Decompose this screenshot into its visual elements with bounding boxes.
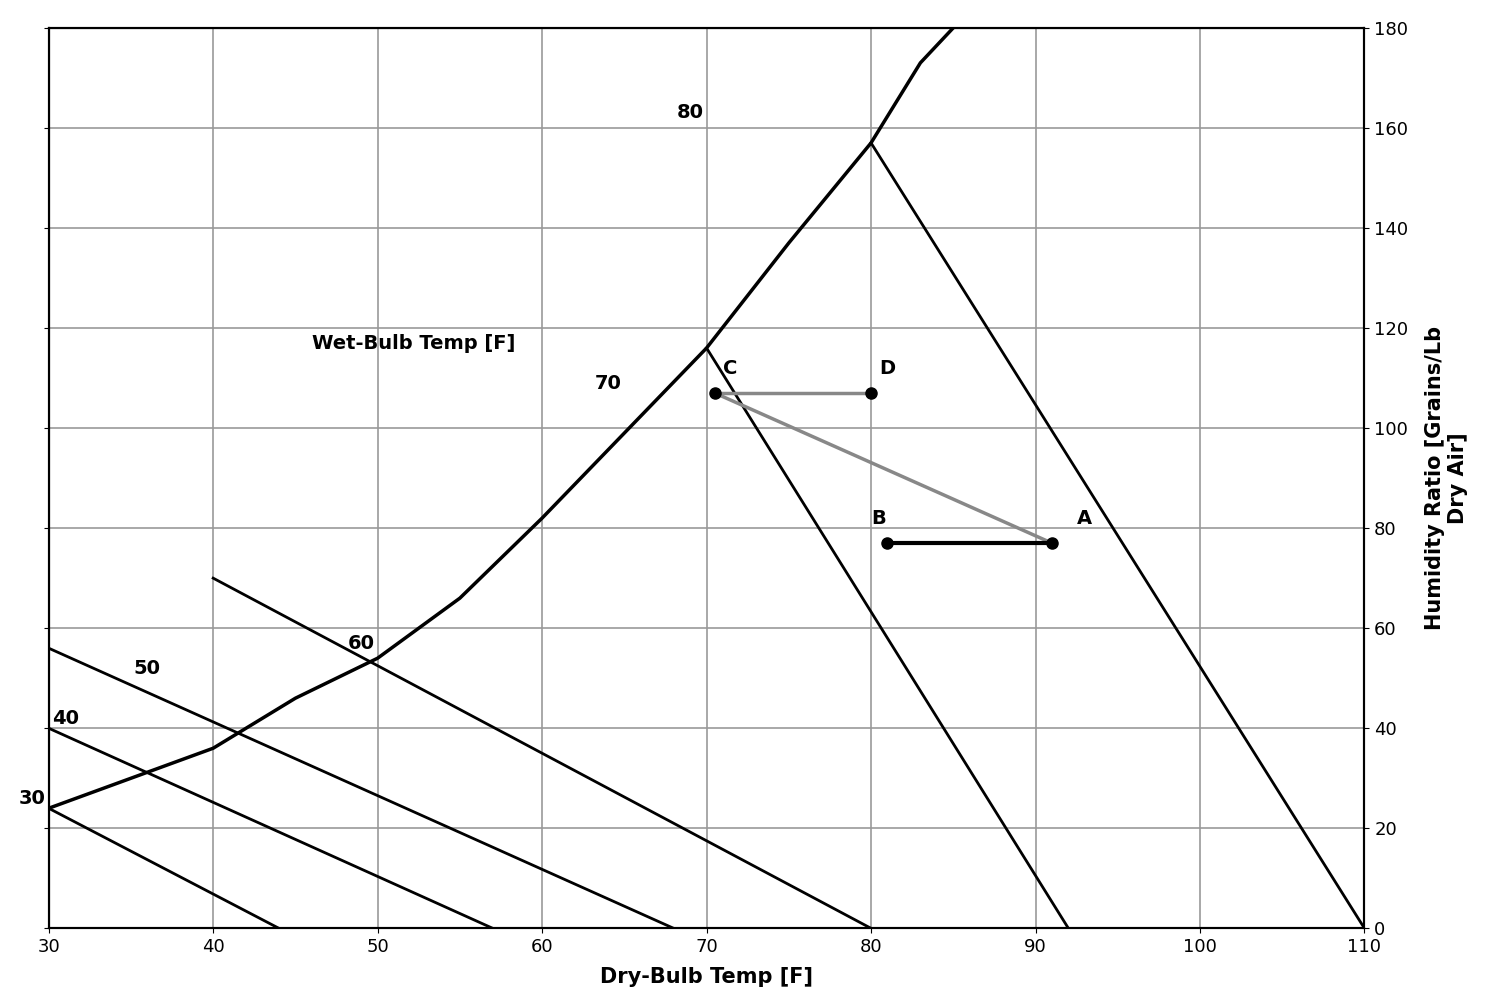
Text: 80: 80 [676, 104, 704, 122]
Text: 40: 40 [52, 709, 79, 728]
Text: Wet-Bulb Temp [F]: Wet-Bulb Temp [F] [311, 334, 515, 353]
Text: C: C [724, 359, 737, 378]
Text: D: D [880, 359, 895, 378]
Text: 30: 30 [19, 789, 46, 807]
Text: A: A [1077, 509, 1091, 528]
Text: 70: 70 [594, 374, 621, 392]
Text: 50: 50 [134, 658, 161, 677]
Y-axis label: Humidity Ratio [Grains/Lb
Dry Air]: Humidity Ratio [Grains/Lb Dry Air] [1425, 326, 1468, 630]
Text: 60: 60 [348, 634, 375, 652]
X-axis label: Dry-Bulb Temp [F]: Dry-Bulb Temp [F] [600, 967, 813, 987]
Text: B: B [871, 509, 886, 528]
